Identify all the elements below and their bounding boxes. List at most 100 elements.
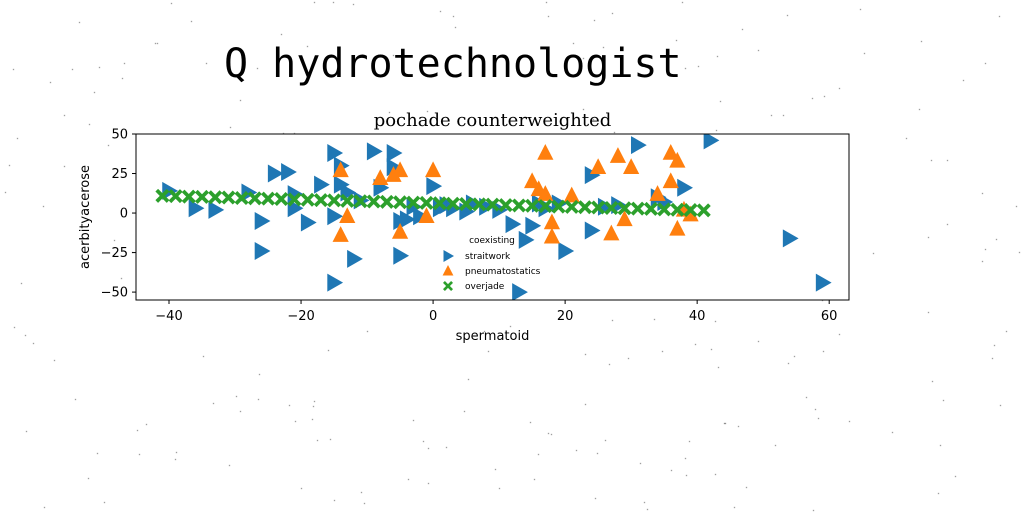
overjade-point: [696, 203, 711, 218]
pneumatostatics-point: [609, 147, 627, 163]
straitwork-point: [782, 229, 799, 248]
pneumatostatics-point: [563, 186, 580, 203]
straitwork-point: [399, 210, 416, 229]
pneumatostatics-point: [669, 151, 686, 168]
data-marks: [155, 134, 832, 300]
overjade-point: [525, 198, 540, 213]
overjade-point: [168, 189, 183, 204]
pneumatostatics-point: [418, 207, 435, 223]
overjade-point: [472, 197, 487, 212]
overjade-point: [181, 189, 196, 204]
overjade-point: [234, 191, 249, 206]
pneumatostatics-point: [669, 219, 686, 236]
x-tick-label: 60: [821, 309, 838, 324]
x-tick-label: 20: [557, 309, 574, 324]
overjade-point: [432, 196, 447, 211]
straitwork-point: [815, 273, 832, 292]
overjade-point: [221, 190, 236, 205]
pneumatostatics-point: [332, 226, 349, 242]
axes-frame: [135, 133, 850, 301]
y-axis-ticks: −50 −25 0 25 50: [101, 128, 136, 301]
straitwork-point: [314, 175, 330, 194]
overjade-point: [511, 198, 526, 213]
straitwork-point: [703, 134, 720, 150]
overjade-point: [617, 201, 632, 216]
overjade-point: [327, 193, 342, 208]
overjade-point: [643, 201, 658, 216]
overjade-point: [538, 199, 553, 214]
straitwork-point: [327, 143, 344, 162]
overjade-point: [604, 200, 619, 215]
y-tick-label: −25: [101, 246, 128, 261]
straitwork-point: [327, 273, 344, 292]
straitwork-point: [677, 178, 693, 197]
pneumatostatics-point: [662, 172, 679, 189]
straitwork-point: [208, 200, 225, 219]
straitwork-point: [188, 199, 205, 218]
pneumatostatics-point: [339, 207, 356, 223]
legend-marker-straitwork: [443, 250, 454, 262]
straitwork-point: [446, 199, 462, 218]
overjade-point: [445, 196, 460, 211]
overjade-point: [657, 202, 672, 217]
pneumatostatics-point: [424, 161, 442, 178]
legend-label-overjade: overjade: [465, 282, 505, 292]
straitwork-point: [525, 216, 542, 235]
pneumatostatics-point: [332, 161, 349, 178]
pneumatostatics-point: [543, 213, 561, 230]
straitwork-point: [267, 164, 284, 183]
straitwork-point: [426, 177, 443, 196]
overjade-point: [340, 193, 355, 208]
overjade-point: [155, 188, 170, 203]
legend-marker-pneumatostatics: [442, 265, 454, 276]
x-tick-label: 40: [689, 309, 706, 324]
pneumatostatics-point: [649, 185, 666, 201]
overjade-point: [591, 200, 606, 215]
pneumatostatics-point: [372, 169, 389, 186]
overjade-point: [353, 194, 368, 209]
x-tick-label: −20: [287, 309, 314, 324]
overjade-point: [419, 195, 434, 210]
figure-suptitle: Q hydrotechnologist: [224, 41, 682, 87]
legend-title: coexisting: [469, 236, 515, 246]
legend-label-straitwork: straitwork: [465, 252, 511, 262]
straitwork-point: [254, 241, 271, 260]
x-axis-ticks: −40 −20 0 20 40 60: [155, 300, 837, 324]
series-overjade: [155, 188, 711, 218]
overjade-point: [551, 199, 566, 214]
straitwork-point: [584, 166, 601, 185]
straitwork-point: [254, 211, 271, 230]
straitwork-point: [584, 221, 601, 240]
overjade-point: [313, 193, 328, 208]
overjade-point: [366, 194, 381, 209]
straitwork-point: [558, 241, 575, 260]
overjade-point: [208, 190, 223, 205]
straitwork-point: [347, 249, 363, 268]
pneumatostatics-point: [537, 143, 554, 160]
y-tick-label: 50: [111, 128, 128, 143]
pneumatostatics-point: [616, 210, 633, 227]
x-tick-label: 0: [429, 309, 437, 324]
pneumatostatics-point: [391, 161, 409, 178]
overjade-point: [577, 200, 592, 215]
overjade-point: [274, 191, 289, 206]
legend-marker-overjade: [443, 281, 453, 291]
x-tick-label: −40: [155, 309, 182, 324]
overjade-point: [195, 189, 210, 204]
overjade-point: [300, 192, 315, 207]
pneumatostatics-point: [603, 224, 620, 241]
straitwork-point: [386, 143, 403, 162]
overjade-point: [261, 191, 276, 206]
legend: coexisting straitwork pneumatostatics over…: [442, 236, 541, 292]
straitwork-point: [630, 136, 647, 155]
plot-area: [135, 133, 850, 301]
straitwork-point: [393, 246, 410, 265]
x-axis-label: spermatoid: [456, 329, 530, 344]
chart-title: pochade counterweighted: [374, 110, 612, 131]
y-tick-label: 0: [120, 207, 128, 222]
pneumatostatics-point: [385, 166, 402, 182]
straitwork-point: [327, 207, 344, 226]
straitwork-point: [281, 162, 297, 181]
overjade-point: [247, 191, 262, 206]
